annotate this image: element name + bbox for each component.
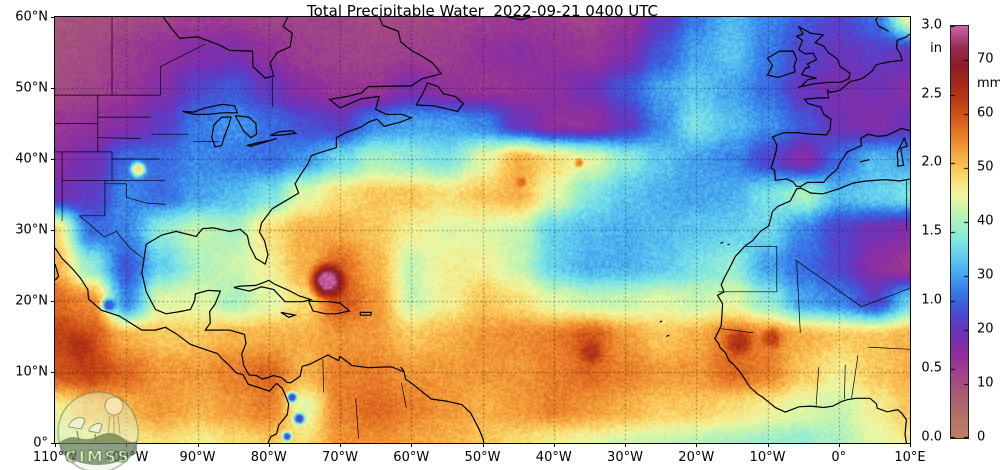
y-tick-label: 0°	[33, 435, 48, 451]
colorbar-inch-tick-label: 0.5	[921, 360, 942, 376]
logo-dish-stems	[76, 430, 97, 443]
y-tick-label: 60°N	[15, 9, 48, 25]
colorbar-mm-tick-label: 60	[977, 105, 994, 121]
x-tickmark	[553, 443, 555, 447]
x-tick-label: 40°W	[535, 450, 572, 465]
x-tickmark	[482, 443, 484, 447]
logo-sun-icon	[104, 396, 124, 416]
colorbar-inch-tick-label: 1.0	[921, 292, 942, 308]
colorbar-mm-tick-label: 10	[977, 375, 994, 391]
y-tickmark	[51, 301, 55, 302]
x-tick-label: 10°E	[894, 450, 926, 465]
cimss-logo-graphic: CIMSS	[57, 391, 139, 470]
y-tick-label: 40°N	[15, 151, 48, 167]
y-tickmark	[51, 159, 55, 160]
y-tick-label: 50°N	[15, 80, 48, 96]
x-tickmark	[268, 443, 270, 447]
x-tickmark	[838, 443, 840, 447]
x-tickmark	[411, 443, 413, 447]
y-tick-label: 10°N	[15, 364, 48, 380]
x-tickmark	[340, 443, 341, 447]
map-plot-area	[54, 16, 911, 444]
x-tick-label: 90°W	[179, 450, 216, 465]
x-tick-label: 20°W	[678, 450, 715, 465]
x-tickmark	[197, 443, 199, 447]
colorbar-inch-tick-label: 1.5	[921, 223, 942, 239]
logo-satellite-dish-icon	[68, 417, 86, 430]
y-tickmark	[51, 372, 55, 373]
colorbar-inch-tick-label: 2.5	[921, 86, 942, 102]
colorbar-inch-tick-label: 2.0	[921, 154, 942, 170]
tpw-heatmap-canvas	[55, 17, 910, 443]
colorbar-inch-tick-label: 0.0	[921, 429, 942, 445]
colorbar-gradient	[950, 25, 969, 439]
x-tick-label: 10°W	[749, 450, 786, 465]
colorbar-mm-tick-label: 20	[977, 321, 994, 337]
x-tickmark	[625, 443, 626, 447]
logo-sun-rays	[107, 415, 121, 435]
x-tickmark	[55, 443, 56, 447]
x-tick-label: 70°W	[322, 450, 358, 465]
colorbar-inch-unit-label: in	[930, 41, 942, 56]
colorbar-mm-tick-label: 30	[977, 267, 994, 283]
y-tickmark	[51, 230, 55, 231]
x-tick-label: 80°W	[250, 450, 287, 465]
x-tickmark	[767, 443, 769, 447]
colorbar-mm-tick-label: 70	[977, 51, 994, 67]
y-tickmark	[51, 443, 55, 444]
y-tickmark	[51, 88, 55, 89]
x-tickmark	[696, 443, 698, 447]
figure-title: Total Precipitable Water 2022-09-21 0400…	[306, 2, 658, 20]
colorbar-inch-tick-label: 3.0	[921, 17, 942, 33]
colorbar-mm-tick-label: 0	[977, 429, 986, 445]
y-tickmark	[51, 17, 55, 18]
colorbar-mm-tick-label: 50	[977, 159, 994, 175]
y-tick-label: 20°N	[15, 293, 48, 309]
x-tick-label: 50°W	[464, 450, 501, 465]
x-tick-label: 30°W	[607, 450, 643, 465]
logo-satellite-dish-2-icon	[88, 423, 103, 434]
cimss-logo: CIMSS	[57, 391, 139, 470]
colorbar-mm-unit-label: mm	[977, 76, 1000, 91]
x-tickmark	[910, 443, 911, 447]
logo-text: CIMSS	[65, 447, 131, 466]
y-tick-label: 30°N	[15, 222, 48, 238]
x-tick-label: 0°	[831, 450, 847, 465]
x-tick-label: 60°W	[393, 450, 430, 465]
colorbar-mm-tick-label: 40	[977, 213, 994, 229]
